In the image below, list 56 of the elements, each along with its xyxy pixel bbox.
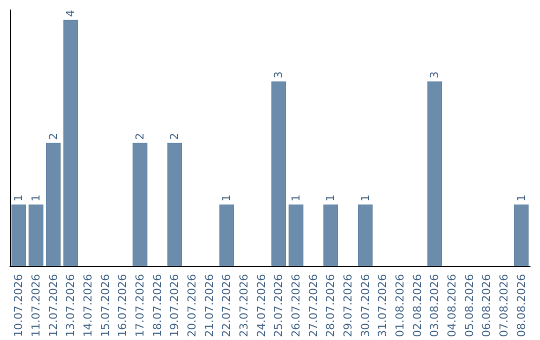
data-label: 1 — [324, 194, 338, 202]
x-tick-label: 23.07.2026 — [238, 274, 250, 338]
data-label: 1 — [290, 194, 302, 202]
bar — [63, 20, 78, 266]
x-tick-label: 29.07.2026 — [342, 274, 354, 338]
bar — [271, 81, 286, 266]
data-label: 3 — [272, 71, 286, 78]
x-tick-label: 20.07.2026 — [186, 274, 198, 338]
x-tick-label: 02.08.2026 — [410, 274, 424, 338]
x-tick-label: 16.07.2026 — [116, 274, 130, 338]
x-tick-label: 08.08.2026 — [514, 274, 528, 338]
bar — [288, 204, 304, 266]
x-tick-label: 06.08.2026 — [480, 274, 494, 338]
x-tick-label: 12.07.2026 — [46, 274, 60, 338]
x-tick-label: 07.08.2026 — [498, 274, 510, 338]
x-tick-label: 04.08.2026 — [446, 274, 458, 338]
x-tick-label: 14.07.2026 — [82, 274, 94, 338]
x-tick-label: 05.08.2026 — [462, 274, 476, 338]
bar — [219, 204, 234, 266]
bar — [132, 142, 148, 266]
x-tick-label: 13.07.2026 — [64, 274, 78, 338]
x-tick-label: 24.07.2026 — [254, 274, 268, 338]
bar — [427, 81, 442, 266]
x-tick-label: 21.07.2026 — [202, 274, 216, 338]
x-tick-label: 11.07.2026 — [30, 274, 42, 338]
x-tick-label: 17.07.2026 — [134, 274, 146, 338]
bar — [323, 204, 338, 266]
x-tick-label: 15.07.2026 — [98, 274, 112, 338]
bar — [514, 204, 529, 266]
x-tick-label: 26.07.2026 — [290, 274, 302, 338]
data-label: 1 — [12, 194, 26, 202]
x-tick-label: 27.07.2026 — [306, 274, 320, 338]
x-tick-label: 22.07.2026 — [220, 274, 234, 338]
x-tick-label: 18.07.2026 — [150, 274, 164, 338]
x-tick-label: 28.07.2026 — [324, 274, 338, 338]
x-tick-label: 25.07.2026 — [272, 274, 286, 338]
data-label: 2 — [168, 132, 182, 140]
bar — [167, 142, 182, 266]
x-tick-label: 10.07.2026 — [12, 274, 26, 338]
bar — [11, 204, 26, 266]
data-label: 1 — [358, 194, 372, 202]
x-tick-label: 31.07.2026 — [376, 274, 390, 338]
x-tick-label: 19.07.2026 — [168, 274, 182, 338]
bar — [28, 204, 44, 266]
data-label: 3 — [428, 71, 442, 78]
x-tick-label: 03.08.2026 — [428, 274, 442, 338]
x-tick-label: 01.08.2026 — [394, 274, 406, 338]
data-label: 1 — [30, 194, 42, 202]
x-tick-label: 30.07.2026 — [358, 274, 372, 338]
bar — [46, 142, 61, 266]
data-label: 4 — [64, 10, 78, 17]
data-label: 2 — [46, 132, 60, 140]
bar — [358, 204, 373, 266]
data-label: 1 — [514, 194, 528, 202]
data-label: 1 — [220, 194, 234, 202]
data-label: 2 — [134, 132, 146, 140]
